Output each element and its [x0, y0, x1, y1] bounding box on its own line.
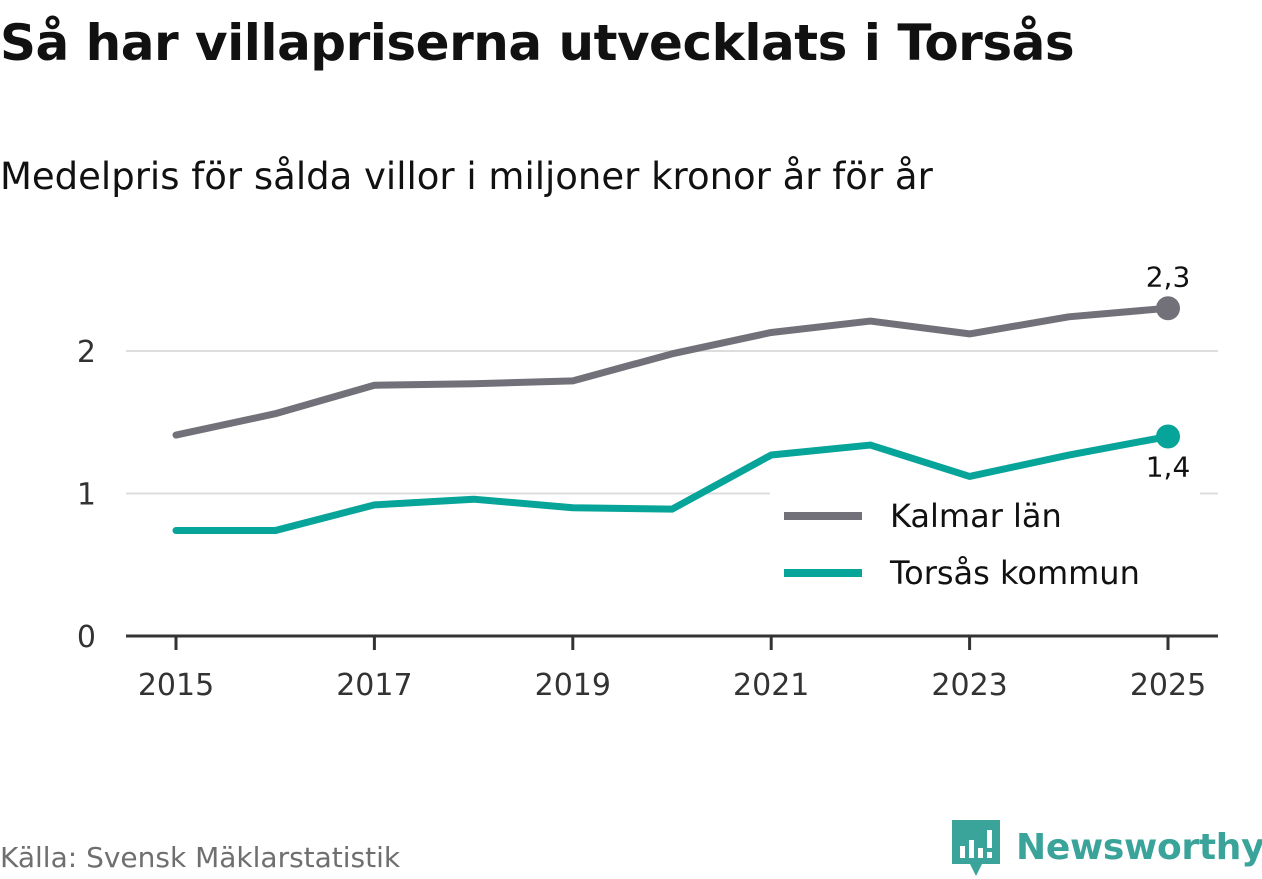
brand-name: Newsworthy — [1016, 827, 1262, 868]
series-end-point-kalmar-l-n — [1156, 296, 1180, 321]
y-tick-label: 0 — [77, 620, 96, 655]
source-note: Källa: Svensk Mäklarstatistik — [0, 841, 401, 874]
legend-label: Kalmar län — [890, 497, 1062, 535]
x-tick-label: 2025 — [1130, 668, 1206, 703]
end-value-label: 1,4 — [1146, 451, 1191, 484]
x-tick-label: 2019 — [535, 668, 611, 703]
x-tick-label: 2015 — [138, 668, 214, 703]
brand-logo: Newsworthy — [950, 818, 1262, 878]
newsworthy-logo-icon — [952, 820, 1000, 876]
legend-background — [770, 492, 1200, 604]
x-tick-label: 2017 — [336, 668, 412, 703]
line-chart: 0 1 2 2015 2017 2019 2021 2023 2025 Kalmar län Tor… — [77, 260, 1218, 703]
x-tick-label: 2021 — [733, 668, 809, 703]
chart-subtitle: Medelpris för sålda villor i miljoner kr… — [0, 155, 933, 198]
legend-label: Torsås kommun — [889, 554, 1140, 592]
series-end-point-tors-s-kommun — [1156, 424, 1180, 449]
chart-title: Så har villapriserna utvecklats i Torsås — [0, 14, 1075, 72]
x-tick-label: 2023 — [931, 668, 1007, 703]
y-tick-label: 1 — [77, 478, 96, 513]
end-value-label: 2,3 — [1146, 260, 1191, 293]
series-line-kalmar-l-n — [172, 304, 1172, 439]
y-tick-label: 2 — [77, 335, 96, 370]
series-line-tors-s-kommun — [172, 433, 1172, 535]
